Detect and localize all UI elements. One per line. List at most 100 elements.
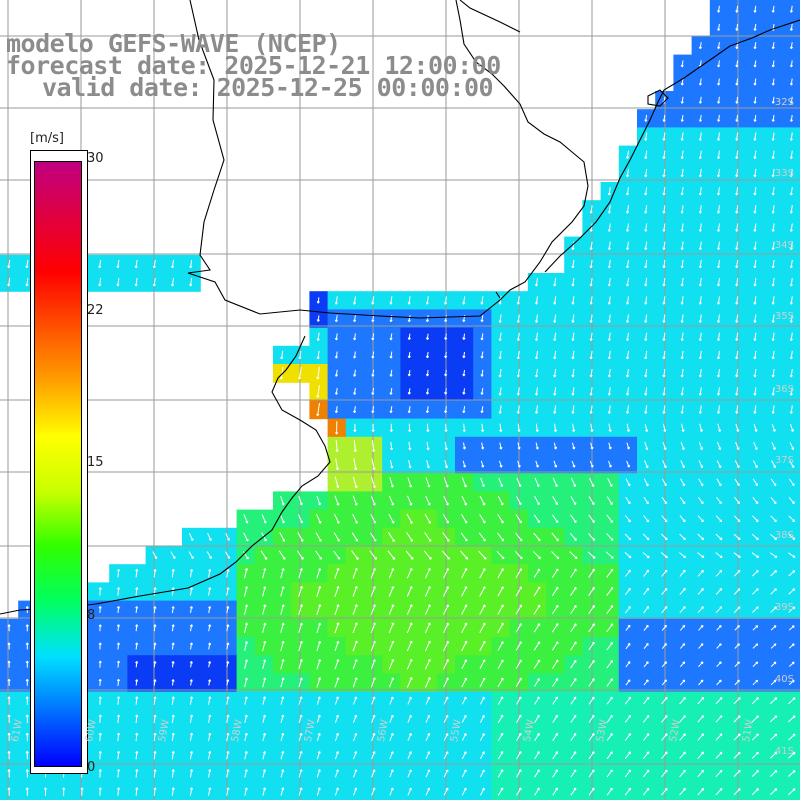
wind-arrow <box>517 423 521 433</box>
wind-arrow <box>789 441 795 451</box>
wind-arrow <box>334 296 338 305</box>
wind-arrow <box>371 406 375 414</box>
wind-arrow <box>389 769 394 778</box>
wind-arrow <box>588 696 595 705</box>
wind-arrow <box>371 696 376 705</box>
wind-arrow <box>535 332 539 342</box>
wind-arrow <box>208 606 212 614</box>
wind-arrow <box>626 168 630 178</box>
wind-arrow <box>298 568 303 579</box>
wind-arrow <box>680 241 684 251</box>
wind-arrow <box>788 552 796 558</box>
wind-arrow <box>444 351 448 359</box>
wind-arrow <box>189 606 193 614</box>
wind-arrow <box>717 259 721 269</box>
wind-arrow <box>25 714 29 723</box>
wind-arrow <box>243 514 249 524</box>
wind-arrow <box>551 532 559 542</box>
wind-arrow <box>753 223 757 232</box>
wind-arrow <box>226 787 230 796</box>
wind-arrow <box>535 296 539 305</box>
wind-arrow <box>788 478 795 487</box>
wind-arrow <box>789 314 793 323</box>
wind-arrow <box>387 550 396 560</box>
wind-arrow <box>680 114 684 122</box>
wind-arrow <box>624 751 632 760</box>
wind-arrow <box>153 568 157 578</box>
wind-arrow <box>153 624 157 632</box>
wind-arrow <box>262 696 266 705</box>
wind-arrow <box>462 370 466 377</box>
wind-arrows <box>7 5 796 796</box>
wind-arrow <box>298 640 303 652</box>
wind-arrow <box>606 496 613 505</box>
wind-arrow <box>498 314 502 323</box>
wind-arrow <box>480 296 484 305</box>
wind-arrow <box>462 423 466 433</box>
wind-arrow <box>516 350 520 360</box>
wind-arrow <box>679 496 686 505</box>
wind-arrow <box>153 750 157 760</box>
wind-arrow <box>333 532 340 542</box>
wind-arrow <box>734 643 740 649</box>
wind-arrow <box>752 496 759 505</box>
wind-arrow <box>316 585 322 597</box>
wind-arrow <box>443 622 449 634</box>
wind-arrow <box>715 733 723 741</box>
wind-arrow <box>679 533 686 541</box>
wind-arrow <box>753 96 757 104</box>
wind-arrow <box>625 515 631 523</box>
wind-arrow <box>789 369 793 378</box>
wind-arrow <box>698 114 702 122</box>
wind-arrow <box>643 696 650 705</box>
wind-arrow <box>626 350 630 360</box>
wind-arrow <box>733 697 741 705</box>
wind-arrow <box>698 624 704 631</box>
wind-arrow <box>353 751 358 760</box>
wind-arrow <box>588 751 595 760</box>
wind-arrow <box>135 624 139 632</box>
wind-arrow <box>535 387 539 396</box>
colorbar-tick-30: 30 <box>87 151 104 166</box>
wind-arrow <box>443 640 449 652</box>
lat-label-36s: 36S <box>774 384 794 395</box>
wind-arrow <box>135 750 139 760</box>
wind-arrow <box>425 370 430 377</box>
wind-arrow <box>698 150 702 160</box>
wind-arrow <box>353 296 357 305</box>
wind-arrow <box>515 532 523 542</box>
wind-arrow <box>497 787 504 796</box>
wind-arrow <box>498 387 502 396</box>
wind-arrow <box>717 150 721 160</box>
wind-arrow <box>244 622 248 634</box>
wind-arrow <box>769 751 778 759</box>
wind-arrow <box>444 441 448 451</box>
wind-arrow <box>499 423 503 433</box>
wind-arrow <box>353 369 357 377</box>
wind-arrow <box>280 568 285 579</box>
wind-arrow <box>644 332 648 342</box>
wind-arrow <box>698 168 702 178</box>
valid-date: valid date: 2025-12-25 00:00:00 <box>42 73 494 102</box>
wind-arrow <box>189 679 193 686</box>
wind-arrow <box>571 296 575 305</box>
wind-arrow <box>335 458 339 471</box>
wind-arrow <box>626 423 630 433</box>
wind-arrow <box>607 387 611 396</box>
wind-arrow <box>189 696 194 705</box>
wind-arrow <box>735 223 739 232</box>
wind-arrow <box>425 406 429 414</box>
wind-arrow <box>624 714 632 723</box>
wind-arrow <box>424 604 431 615</box>
wind-arrow <box>278 550 286 560</box>
wind-arrow <box>206 551 212 560</box>
wind-arrow <box>679 696 686 705</box>
wind-arrow <box>588 514 595 523</box>
wind-arrow <box>369 550 377 560</box>
wind-arrow <box>698 296 702 305</box>
wind-arrow <box>134 278 138 287</box>
wind-arrow <box>643 769 650 778</box>
wind-arrow <box>661 787 668 796</box>
wind-arrow <box>717 332 721 342</box>
wind-arrow <box>662 387 666 396</box>
